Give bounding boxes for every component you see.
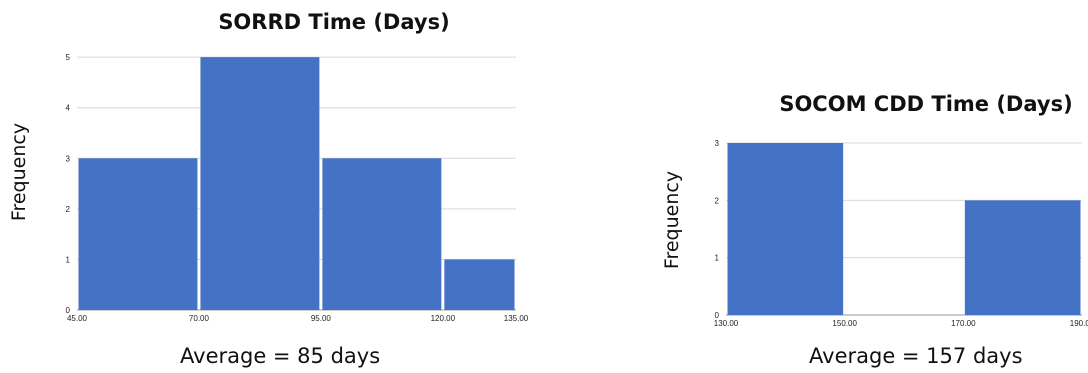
socom-x-tick-label: 170.00 xyxy=(951,319,976,328)
socom-y-tick-label: 0 xyxy=(715,311,720,320)
sorrd-y-tick-label: 4 xyxy=(66,104,71,113)
socom-average-note: Average = 157 days xyxy=(809,344,1023,368)
sorrd-y-tick-label: 0 xyxy=(66,306,71,315)
socom-histogram-bar xyxy=(727,143,844,315)
socom-x-tick-label: 130.00 xyxy=(714,319,739,328)
sorrd-y-tick-label: 2 xyxy=(66,205,71,214)
sorrd-x-tick-label: 135.00 xyxy=(504,314,529,323)
sorrd-x-tick-label: 120.00 xyxy=(431,314,456,323)
sorrd-x-tick-label: 70.00 xyxy=(189,314,210,323)
sorrd-histogram-bar xyxy=(322,158,442,310)
socom-y-tick-label: 3 xyxy=(715,139,720,148)
socom-y-axis-label: Frequency xyxy=(661,171,683,269)
sorrd-average-note: Average = 85 days xyxy=(180,344,381,368)
socom-chart-panel: SOCOM CDD Time (Days) Frequency 0 1 2 3 130.… xyxy=(655,0,1088,373)
socom-cdd-histogram: SOCOM CDD Time (Days) Frequency 0 1 2 3 130.… xyxy=(661,92,1088,328)
sorrd-chart-title: SORRD Time (Days) xyxy=(218,10,449,34)
socom-y-tick-label: 1 xyxy=(715,254,720,263)
sorrd-histogram-bar xyxy=(200,57,320,310)
socom-x-tick-label: 150.00 xyxy=(832,319,857,328)
sorrd-y-tick-label: 1 xyxy=(66,255,71,264)
socom-histogram-bar xyxy=(964,200,1081,315)
sorrd-chart-panel: SORRD Time (Days) Frequency 0 1 2 3 4 5 45.00 7… xyxy=(8,10,529,368)
sorrd-histogram-bar xyxy=(78,158,198,310)
sorrd-histogram: SORRD Time (Days) Frequency 0 1 2 3 4 5 45.00 7… xyxy=(8,10,529,323)
socom-y-tick-label: 2 xyxy=(715,196,720,205)
sorrd-y-axis-label: Frequency xyxy=(8,123,30,221)
sorrd-x-tick-label: 45.00 xyxy=(67,314,88,323)
sorrd-y-tick-label: 5 xyxy=(66,53,71,62)
socom-x-tick-label: 190.00 xyxy=(1070,319,1088,328)
sorrd-x-tick-label: 95.00 xyxy=(311,314,332,323)
socom-chart-title: SOCOM CDD Time (Days) xyxy=(779,92,1072,116)
sorrd-y-tick-label: 3 xyxy=(66,154,71,163)
sorrd-histogram-bar xyxy=(444,259,515,310)
